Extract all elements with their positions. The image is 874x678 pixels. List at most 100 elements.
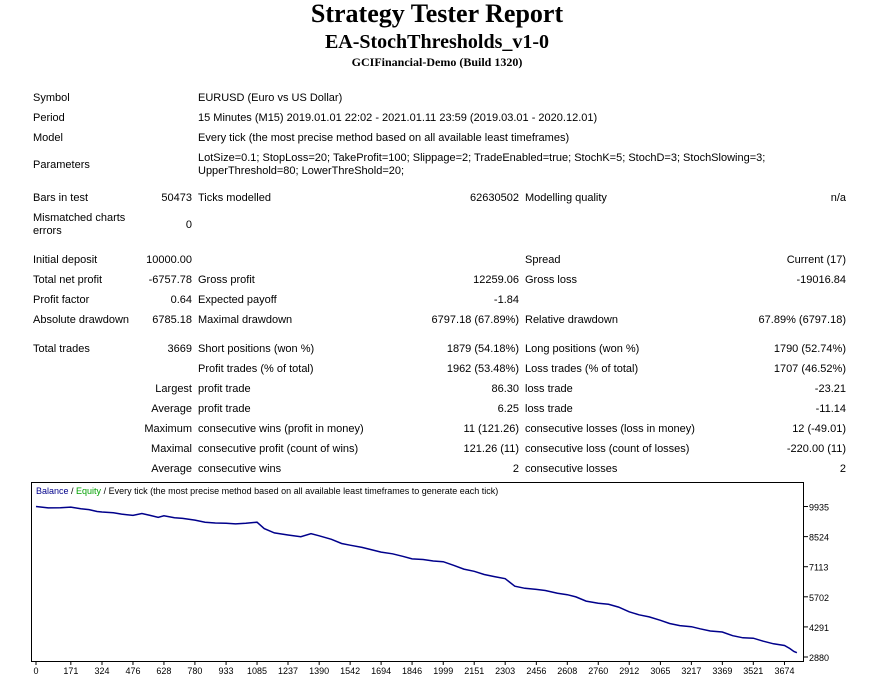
x-tick-label: 1542 [340, 666, 360, 676]
avg-profit-label: profit trade [198, 403, 251, 415]
x-tick-label: 1237 [278, 666, 298, 676]
maximum-label: Maximum [144, 423, 192, 435]
largest-loss-value: -23.21 [814, 383, 846, 395]
chart-frame [31, 482, 804, 662]
spread-value: Current (17) [786, 254, 846, 266]
server-build: GCIFinancial-Demo (Build 1320) [351, 55, 523, 69]
avg-cons-losses-value: 2 [839, 463, 846, 475]
model-value: Every tick (the most precise method base… [198, 132, 570, 144]
legend-sep: / [68, 486, 77, 496]
spread-label: Spread [525, 254, 561, 266]
expected-payoff-value: -1.84 [493, 294, 519, 306]
largest-label: Largest [155, 383, 192, 395]
x-tick-label: 3217 [681, 666, 701, 676]
bars-label: Bars in test [33, 192, 89, 204]
x-tick-label: 933 [219, 666, 234, 676]
x-tick-label: 2151 [464, 666, 484, 676]
loss-trades-label: Loss trades (% of total) [525, 363, 639, 375]
maximal-cons-profit-label: consecutive profit (count of wins) [198, 443, 359, 455]
avg-cons-wins-label: consecutive wins [198, 463, 282, 475]
abs-drawdown-label: Absolute drawdown [33, 314, 130, 326]
long-label: Long positions (won %) [525, 343, 640, 355]
gross-loss-label: Gross loss [525, 274, 577, 286]
x-tick-label: 324 [94, 666, 109, 676]
bars-value: 50473 [161, 192, 192, 204]
parameters-label: Parameters [33, 159, 90, 171]
model-label: Model [33, 132, 63, 144]
report-title: Strategy Tester Report [310, 0, 564, 28]
max-drawdown-label: Maximal drawdown [198, 314, 293, 326]
ticks-label: Ticks modelled [198, 192, 271, 204]
x-tick-label: 628 [156, 666, 171, 676]
short-label: Short positions (won %) [198, 343, 315, 355]
long-value: 1790 (52.74%) [773, 343, 846, 355]
chart-legend: Balance / Equity / Every tick (the most … [36, 486, 498, 496]
abs-drawdown-value: 6785.18 [152, 314, 192, 326]
x-tick-label: 3521 [743, 666, 763, 676]
gross-profit-value: 12259.06 [473, 274, 519, 286]
y-tick-label: 5702 [809, 593, 829, 603]
loss-trades-value: 1707 (46.52%) [773, 363, 846, 375]
total-trades-label: Total trades [33, 343, 90, 355]
y-tick-label: 2880 [809, 653, 829, 663]
max-cons-wins-label: consecutive wins (profit in money) [198, 423, 364, 435]
max-drawdown-value: 6797.18 (67.89%) [431, 314, 519, 326]
symbol-label: Symbol [33, 92, 70, 104]
initial-deposit-value: 10000.00 [146, 254, 192, 266]
x-tick-label: 2608 [557, 666, 577, 676]
rel-drawdown-label: Relative drawdown [525, 314, 618, 326]
profit-factor-value: 0.64 [170, 294, 192, 306]
x-axis: 0 171 324 476 628 780 933 1085 1237 1390 1542 1694 1… [33, 661, 794, 676]
avg-loss-label: loss trade [525, 403, 573, 415]
mismatched-label: Mismatched charts errors [33, 212, 126, 237]
largest-loss-label: loss trade [525, 383, 573, 395]
x-tick-label: 1846 [402, 666, 422, 676]
period-value: 15 Minutes (M15) 2019.01.01 22:02 - 2021… [198, 112, 598, 124]
x-tick-label: 2760 [588, 666, 608, 676]
average-cons-label: Average [151, 463, 192, 475]
x-tick-label: 3674 [774, 666, 794, 676]
initial-deposit-label: Initial deposit [33, 254, 98, 266]
largest-profit-value: 86.30 [491, 383, 519, 395]
y-tick-label: 4291 [809, 623, 829, 633]
ticks-value: 62630502 [470, 192, 519, 204]
period-label: Period [33, 112, 65, 124]
gross-loss-value: -19016.84 [796, 274, 846, 286]
x-tick-label: 0 [33, 666, 38, 676]
x-tick-label: 171 [63, 666, 78, 676]
average-label: Average [151, 403, 192, 415]
y-tick-label: 9935 [809, 503, 829, 513]
avg-cons-wins-value: 2 [512, 463, 519, 475]
x-tick-label: 1390 [309, 666, 329, 676]
x-tick-label: 3369 [712, 666, 732, 676]
profit-trades-value: 1962 (53.48%) [446, 363, 519, 375]
net-profit-value: -6757.78 [148, 274, 192, 286]
maximal-label: Maximal [151, 443, 192, 455]
y-axis: 2880 4291 5702 7113 8524 9935 [803, 503, 829, 663]
max-cons-losses-value: 12 (-49.01) [792, 423, 846, 435]
max-cons-losses-label: consecutive losses (loss in money) [525, 423, 695, 435]
maximal-cons-profit-value: 121.26 (11) [463, 443, 519, 455]
maximal-cons-loss-value: -220.00 (11) [786, 443, 846, 455]
quality-label: Modelling quality [525, 192, 607, 204]
x-tick-label: 1999 [433, 666, 453, 676]
avg-cons-losses-label: consecutive losses [525, 463, 618, 475]
x-tick-label: 3065 [650, 666, 670, 676]
short-value: 1879 (54.18%) [446, 343, 519, 355]
x-tick-label: 780 [187, 666, 202, 676]
symbol-value: EURUSD (Euro vs US Dollar) [198, 92, 343, 104]
mismatched-value: 0 [185, 219, 192, 231]
largest-profit-label: profit trade [198, 383, 251, 395]
x-tick-label: 1085 [247, 666, 267, 676]
rel-drawdown-value: 67.89% (6797.18) [758, 314, 846, 326]
avg-profit-value: 6.25 [497, 403, 519, 415]
total-trades-value: 3669 [167, 343, 192, 355]
profit-trades-label: Profit trades (% of total) [198, 363, 314, 375]
x-tick-label: 2456 [526, 666, 546, 676]
quality-value: n/a [830, 192, 846, 204]
balance-line [35, 505, 798, 654]
expected-payoff-label: Expected payoff [198, 294, 277, 306]
ea-name: EA-StochThresholds_v1-0 [324, 31, 550, 53]
balance-chart: 2880 4291 5702 7113 8524 9935 0 171 324 476 628 78… [31, 482, 829, 676]
profit-factor-label: Profit factor [33, 294, 90, 306]
